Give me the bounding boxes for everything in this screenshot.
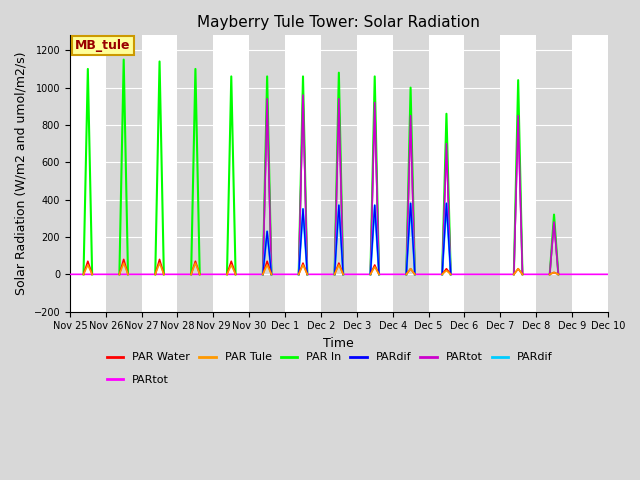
- Bar: [70, 36, 106, 312]
- Title: Mayberry Tule Tower: Solar Radiation: Mayberry Tule Tower: Solar Radiation: [197, 15, 480, 30]
- Bar: [500, 36, 536, 312]
- Text: MB_tule: MB_tule: [76, 39, 131, 52]
- Y-axis label: Solar Radiation (W/m2 and umol/m2/s): Solar Radiation (W/m2 and umol/m2/s): [15, 52, 28, 295]
- Bar: [356, 36, 393, 312]
- Bar: [141, 36, 177, 312]
- Bar: [213, 36, 249, 312]
- X-axis label: Time: Time: [323, 337, 354, 350]
- Legend: PARtot: PARtot: [102, 370, 173, 389]
- Bar: [572, 36, 608, 312]
- Bar: [429, 36, 465, 312]
- Bar: [285, 36, 321, 312]
